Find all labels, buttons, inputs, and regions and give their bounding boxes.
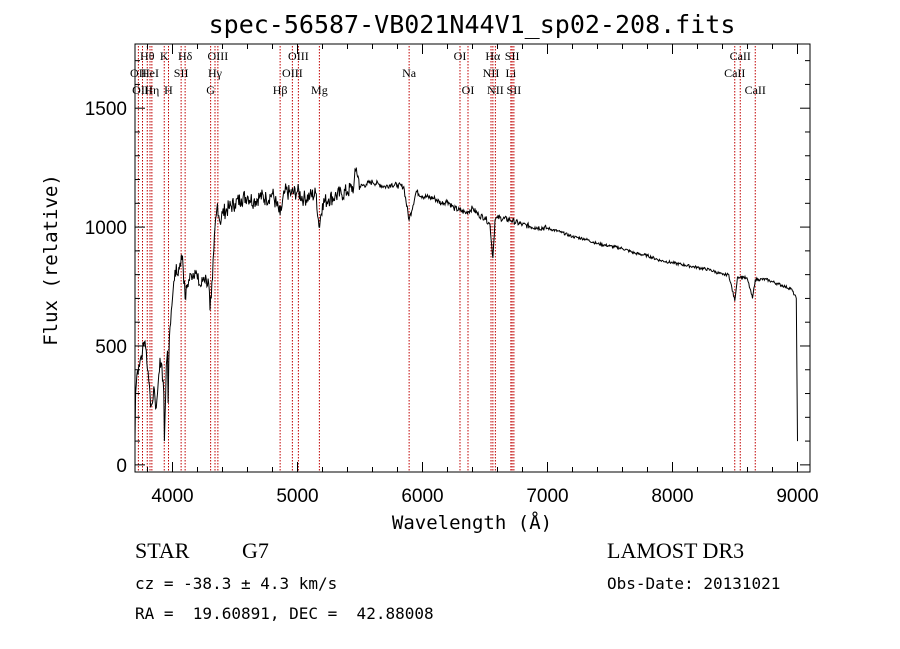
line-label-4: Hη: [144, 83, 159, 97]
plot-frame: [134, 43, 811, 473]
spectrum-line: [134, 167, 798, 442]
x-tick-label-4000: 4000: [151, 486, 193, 507]
line-label-25: CaII: [730, 49, 751, 63]
line-label-27: CaII: [745, 83, 766, 97]
y-tick-label-500: 500: [95, 337, 127, 358]
line-label-16: Na: [402, 66, 417, 80]
object-subclass: G7: [242, 538, 269, 563]
x-axis-label: Wavelength (Å): [392, 511, 552, 534]
emission-line-markers: [137, 46, 756, 472]
line-label-19: Hα: [485, 49, 501, 63]
coordinates: RA = 19.60891, DEC = 42.88008: [135, 604, 434, 623]
line-label-21: NII: [487, 83, 504, 97]
object-class: STAR: [135, 538, 190, 563]
y-axis: 0 500 1000 1500: [85, 60, 810, 477]
line-label-12: Hβ: [273, 83, 288, 97]
line-label-11: G: [206, 83, 215, 97]
line-label-5: K: [160, 49, 169, 63]
line-label-3: HeI: [141, 66, 159, 80]
y-axis-label: Flux (relative): [40, 174, 62, 346]
x-tick-label-8000: 8000: [651, 486, 693, 507]
line-label-8: SII: [174, 66, 189, 80]
line-label-22: SII: [505, 49, 520, 63]
obs-date: Obs-Date: 20131021: [607, 574, 781, 593]
x-tick-label-7000: 7000: [526, 486, 568, 507]
line-label-6: H: [164, 83, 173, 97]
line-label-13: OIII: [288, 49, 309, 63]
x-tick-label-5000: 5000: [276, 486, 318, 507]
y-tick-label-0: 0: [116, 456, 127, 477]
line-label-17: OI: [454, 49, 467, 63]
x-tick-label-9000: 9000: [776, 486, 818, 507]
line-label-18: OI: [462, 83, 475, 97]
line-label-9: OIII: [208, 49, 229, 63]
line-label-10: Hγ: [208, 66, 223, 80]
redshift-text: cz = -38.3 ± 4.3 km/s: [135, 574, 338, 593]
line-label-24: SII: [507, 83, 522, 97]
line-label-14: OIII: [282, 66, 303, 80]
line-label-1: OII: [130, 66, 147, 80]
survey-name: LAMOST DR3: [607, 538, 745, 563]
line-label-2: OIII: [132, 83, 153, 97]
line-label-23: Li: [506, 66, 517, 80]
x-tick-label-6000: 6000: [401, 486, 443, 507]
chart-title: spec-56587-VB021N44V1_sp02-208.fits: [209, 10, 736, 39]
y-tick-label-1000: 1000: [85, 218, 127, 239]
x-axis: 4000 5000 6000 7000 8000 9000: [147, 44, 819, 507]
line-label-20: NII: [483, 66, 500, 80]
line-label-0: Hθ: [140, 49, 155, 63]
y-tick-label-1500: 1500: [85, 99, 127, 120]
line-label-26: CaII: [724, 66, 745, 80]
line-label-7: Hδ: [178, 49, 193, 63]
line-label-15: Mg: [311, 83, 328, 97]
emission-line-labels: Hθ OII OIII HeI Hη K H Hδ SII OIII Hγ G Hβ OIII OIII Mg…: [130, 49, 766, 97]
